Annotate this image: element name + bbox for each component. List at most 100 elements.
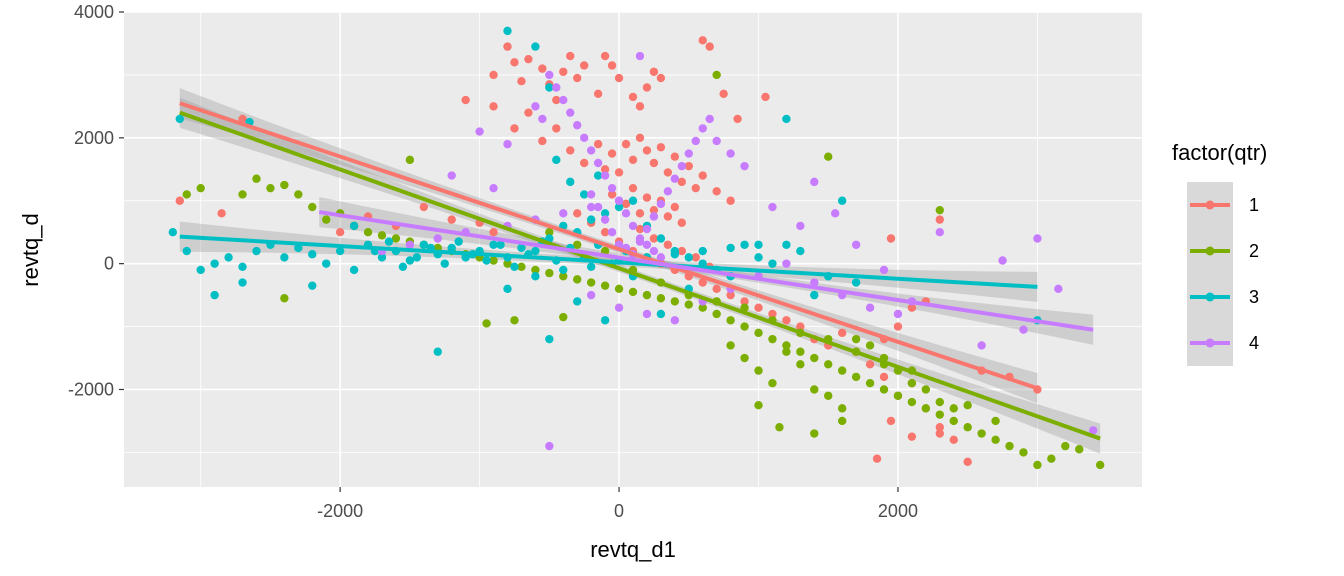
x-axis-title: revtq_d1 [590,537,676,562]
point-series-3 [656,309,666,319]
point-series-1 [607,149,617,158]
point-series-3 [454,237,463,246]
point-series-3 [754,240,763,249]
point-series-1 [538,64,547,73]
point-series-2 [768,378,777,388]
point-series-1 [684,161,693,171]
point-series-3 [531,42,540,51]
point-series-4 [607,227,617,237]
point-series-3 [168,227,178,237]
point-series-4 [656,253,666,262]
point-series-3 [754,253,763,262]
point-series-4 [593,158,603,168]
point-series-3 [566,177,575,187]
point-series-2 [628,287,638,297]
point-series-3 [496,240,505,249]
point-series-1 [628,92,638,102]
point-series-2 [308,202,317,212]
legend-label: 3 [1249,287,1259,307]
point-series-1 [705,42,714,51]
point-series-3 [796,246,805,256]
point-series-1 [607,61,617,70]
point-series-1 [579,158,589,168]
point-series-3 [308,281,317,290]
point-series-3 [294,243,303,253]
point-series-4 [559,95,568,105]
point-series-4 [573,121,582,130]
point-series-2 [921,385,931,394]
point-series-4 [503,139,512,149]
point-series-4 [851,240,861,249]
point-series-3 [810,290,819,300]
y-tick-label: 2000 [74,128,114,148]
point-series-1 [663,240,673,249]
point-series-1 [607,190,617,199]
point-series-3 [224,253,233,262]
point-series-3 [656,234,666,243]
point-series-4 [935,227,944,237]
point-series-2 [726,341,735,350]
point-series-1 [670,152,680,161]
point-series-2 [837,416,847,426]
point-series-3 [440,259,449,268]
point-series-4 [586,202,596,212]
legend-label: 1 [1249,195,1259,215]
point-series-1 [510,124,519,133]
legend-key-point [1205,200,1215,210]
y-tick-label: -2000 [68,379,114,399]
point-series-1 [238,114,247,124]
point-series-4 [586,190,596,199]
point-series-4 [545,441,554,451]
point-series-1 [712,187,721,196]
point-series-1 [600,51,610,61]
point-series-2 [545,227,554,237]
point-series-2 [510,316,519,325]
point-series-3 [586,215,596,224]
point-series-2 [656,294,666,303]
point-series-2 [935,410,944,419]
point-series-3 [573,297,582,306]
point-series-1 [621,199,631,209]
point-series-2 [391,234,401,243]
point-series-4 [489,183,498,193]
point-series-4 [433,234,442,243]
point-series-2 [865,341,875,350]
point-series-4 [670,174,680,183]
point-series-4 [705,114,714,124]
point-series-4 [531,102,540,111]
point-series-1 [649,158,659,168]
point-series-2 [810,429,819,438]
point-series-1 [865,360,875,369]
point-series-3 [684,253,693,262]
point-series-2 [642,290,652,300]
point-series-3 [510,262,519,272]
point-series-1 [642,146,652,155]
point-series-1 [782,316,791,325]
point-series-3 [210,259,219,268]
point-series-2 [614,284,624,294]
point-series-2 [977,429,986,438]
point-series-3 [545,234,554,243]
point-series-4 [649,246,659,256]
point-series-2 [851,334,861,344]
point-series-4 [600,171,610,180]
point-series-2 [600,246,610,256]
point-series-4 [405,240,415,249]
point-series-1 [503,42,512,51]
point-series-1 [524,54,533,64]
point-series-1 [656,73,666,83]
point-series-2 [824,152,833,161]
point-series-3 [308,250,317,259]
point-series-4 [712,136,721,146]
point-series-1 [593,139,603,149]
point-series-1 [517,77,526,86]
point-series-1 [740,297,749,306]
point-series-2 [991,416,1000,426]
point-series-2 [824,360,833,369]
point-series-2 [377,231,387,240]
legend-key-point [1205,338,1215,348]
point-series-3 [545,334,554,344]
point-series-4 [649,212,659,221]
point-series-1 [935,423,944,432]
point-series-1 [691,253,700,262]
